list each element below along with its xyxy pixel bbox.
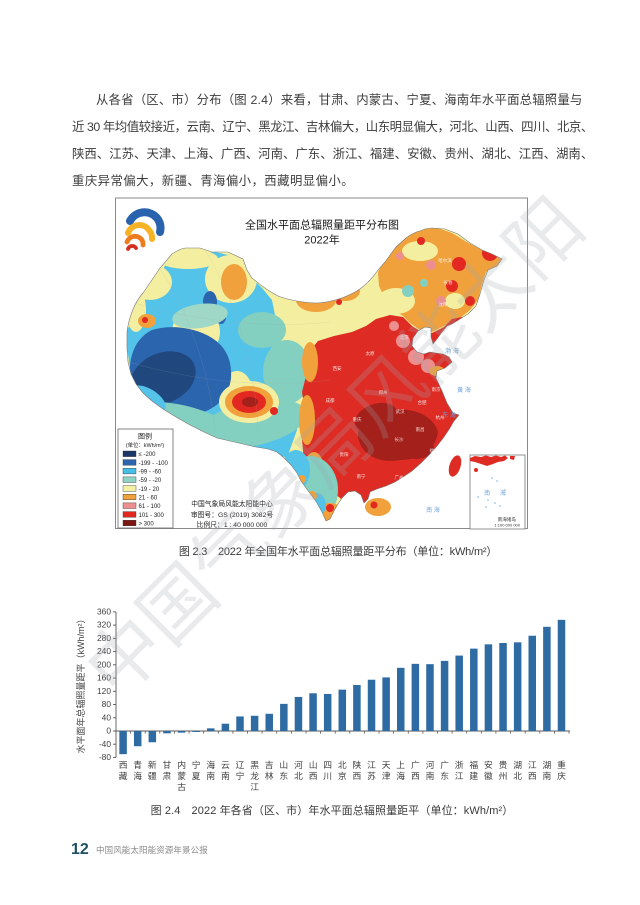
svg-text:宁夏: 宁夏: [192, 759, 201, 781]
svg-text:广东: 广东: [440, 759, 449, 781]
svg-text:武汉: 武汉: [396, 408, 405, 415]
svg-text:2022年: 2022年: [304, 233, 339, 247]
svg-text:天津: 天津: [382, 760, 391, 781]
svg-text:杭州: 杭州: [436, 414, 445, 421]
svg-text:北京: 北京: [400, 334, 409, 341]
svg-text:渤 海: 渤 海: [445, 347, 459, 355]
svg-text:-19 - 20: -19 - 20: [139, 487, 160, 493]
svg-text:中国气象局风能太阳能中心: 中国气象局风能太阳能中心: [191, 499, 273, 508]
svg-text:> 300: > 300: [139, 521, 155, 527]
svg-text:新疆: 新疆: [148, 759, 157, 781]
svg-text:21 - 60: 21 - 60: [139, 495, 158, 501]
svg-text:南昌: 南昌: [416, 426, 425, 433]
svg-text:-99 - -60: -99 - -60: [139, 470, 162, 476]
svg-text:0: 0: [106, 726, 111, 736]
svg-text:-40: -40: [99, 739, 111, 749]
svg-text:河北: 河北: [294, 759, 303, 781]
svg-text:成都: 成都: [326, 397, 335, 404]
svg-text:沈阳: 沈阳: [439, 301, 448, 308]
svg-text:南 海: 南 海: [426, 506, 440, 514]
svg-text:全国水平面总辐照量距平分布图: 全国水平面总辐照量距平分布图: [245, 218, 399, 232]
svg-text:湖北: 湖北: [513, 760, 522, 781]
svg-text:-59 - -20: -59 - -20: [139, 478, 162, 484]
svg-text:80: 80: [102, 699, 112, 709]
svg-text:160: 160: [97, 673, 111, 683]
svg-text:合肥: 合肥: [418, 399, 427, 406]
svg-text:200: 200: [97, 659, 111, 669]
svg-text:南 海: 南 海: [484, 489, 510, 497]
svg-text:280: 280: [97, 633, 111, 643]
svg-text:四川: 四川: [323, 760, 332, 781]
svg-text:广州: 广州: [395, 474, 404, 481]
svg-text:长沙: 长沙: [395, 436, 404, 443]
svg-text:长春: 长春: [444, 279, 453, 286]
svg-text:江苏: 江苏: [367, 760, 376, 781]
svg-text:湖南: 湖南: [542, 760, 551, 781]
svg-text:青海: 青海: [133, 759, 142, 781]
svg-text:320: 320: [97, 620, 111, 630]
svg-text:61 - 100: 61 - 100: [139, 504, 162, 510]
svg-text:水平面年总辐照量距平（kWh/m²）: 水平面年总辐照量距平（kWh/m²）: [75, 615, 86, 754]
svg-text:重庆: 重庆: [557, 759, 566, 781]
svg-text:贵阳: 贵阳: [340, 451, 349, 458]
svg-text:陕西: 陕西: [352, 759, 361, 781]
svg-text:(单位：kWh/m²): (单位：kWh/m²): [126, 441, 165, 449]
svg-text:山西: 山西: [309, 760, 318, 781]
svg-text:海南: 海南: [206, 759, 215, 781]
svg-text:广西: 广西: [411, 759, 420, 781]
svg-text:-199 - -100: -199 - -100: [139, 461, 169, 467]
svg-text:山东: 山东: [279, 760, 288, 781]
svg-text:上海: 上海: [396, 760, 405, 781]
svg-text:太原: 太原: [366, 350, 375, 357]
svg-text:360: 360: [97, 607, 111, 617]
svg-text:比例尺：1 : 40 000 000: 比例尺：1 : 40 000 000: [197, 520, 268, 529]
svg-text:河南: 河南: [426, 759, 435, 781]
svg-text:甘肃: 甘肃: [162, 759, 171, 781]
svg-text:北京: 北京: [338, 760, 347, 781]
svg-text:内蒙古: 内蒙古: [177, 759, 186, 792]
svg-text:黑龙江: 黑龙江: [250, 760, 259, 792]
svg-text:≤ -200: ≤ -200: [139, 452, 157, 458]
svg-text:哈尔滨: 哈尔滨: [438, 257, 452, 264]
svg-text:-80: -80: [99, 752, 111, 762]
svg-text:贵州: 贵州: [499, 759, 508, 781]
svg-text:120: 120: [97, 686, 111, 696]
svg-text:辽宁: 辽宁: [236, 760, 245, 781]
svg-text:重庆: 重庆: [353, 416, 362, 423]
svg-text:郑州: 郑州: [379, 389, 388, 396]
svg-text:西藏: 西藏: [119, 760, 128, 781]
svg-text:审图号：GS (2019) 3082号: 审图号：GS (2019) 3082号: [191, 510, 274, 519]
svg-text:101 - 300: 101 - 300: [139, 513, 165, 519]
svg-text:云南: 云南: [221, 760, 230, 781]
svg-text:黄 海: 黄 海: [457, 386, 471, 394]
svg-text:西安: 西安: [333, 365, 342, 372]
svg-text:安徽: 安徽: [484, 759, 493, 781]
svg-text:福州: 福州: [430, 447, 439, 454]
svg-text:江西: 江西: [528, 760, 537, 781]
svg-text:浙江: 浙江: [455, 759, 464, 781]
svg-text:40: 40: [102, 712, 112, 722]
svg-text:1:100 000 000: 1:100 000 000: [494, 523, 520, 528]
svg-text:240: 240: [97, 646, 111, 656]
svg-text:图例: 图例: [138, 432, 152, 441]
svg-text:南京: 南京: [432, 386, 441, 393]
svg-text:吉林: 吉林: [265, 760, 274, 781]
svg-text:南宁: 南宁: [357, 473, 366, 479]
svg-text:东 海: 东 海: [442, 411, 456, 419]
svg-text:福建: 福建: [469, 759, 478, 781]
svg-text:南海诸岛: 南海诸岛: [498, 516, 517, 523]
